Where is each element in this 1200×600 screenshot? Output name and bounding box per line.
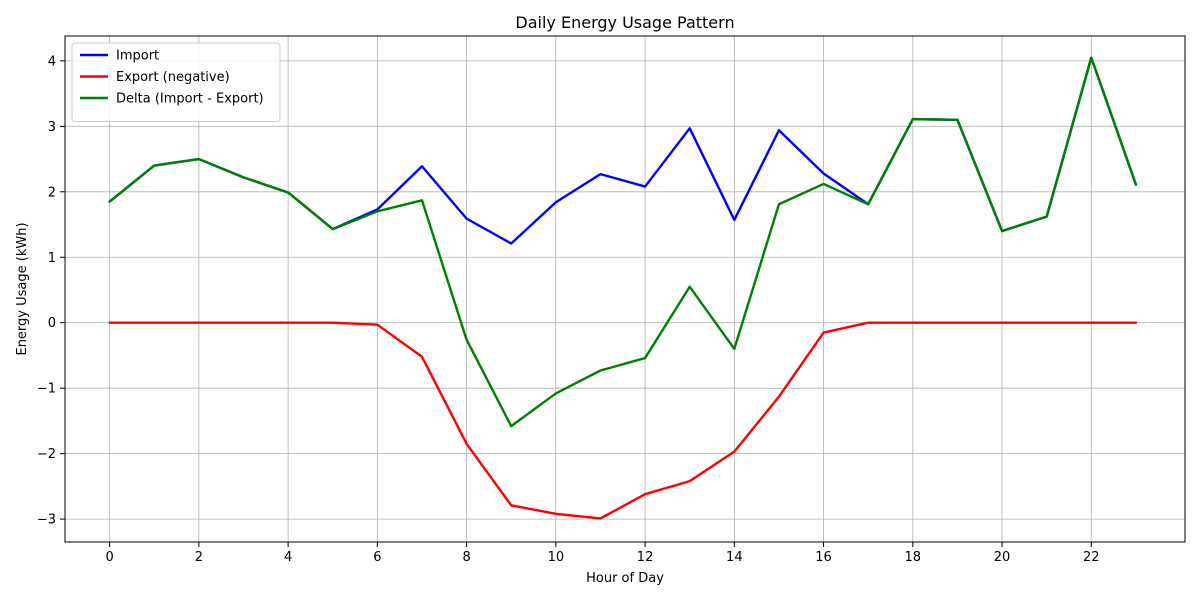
y-tick-label: 4: [48, 54, 56, 69]
y-tick-label: 0: [48, 316, 56, 331]
x-tick-label: 8: [462, 550, 470, 565]
y-tick-label: −2: [37, 447, 56, 462]
legend-label: Export (negative): [116, 70, 230, 85]
y-tick-label: −1: [37, 382, 56, 397]
x-tick-label: 18: [905, 550, 922, 565]
x-tick-label: 4: [284, 550, 292, 565]
x-tick-label: 6: [373, 550, 381, 565]
legend-box: [71, 42, 281, 122]
x-tick-label: 0: [105, 550, 113, 565]
y-tick-label: 2: [48, 185, 56, 200]
y-axis-label: Energy Usage (kWh): [15, 222, 30, 355]
legend-label: Delta (Import - Export): [116, 92, 264, 107]
chart-title: Daily Energy Usage Pattern: [515, 13, 734, 32]
series-line-2: [108, 56, 1138, 428]
legend-label: Import: [116, 49, 159, 64]
series-line-1: [108, 321, 1138, 520]
x-tick-label: 14: [726, 550, 743, 565]
x-axis-ticks: 0 2 4 6 8 10 12 14 16 18 20 22: [105, 542, 1100, 565]
grid-lines: [65, 36, 1185, 542]
legend: Import Export (negative) Delta (Import - E…: [71, 42, 281, 122]
x-tick-label: 12: [637, 550, 654, 565]
y-tick-label: 1: [48, 251, 56, 266]
x-tick-label: 22: [1083, 550, 1100, 565]
y-tick-label: 3: [48, 120, 56, 135]
y-tick-label: −3: [37, 513, 56, 528]
plot-area-frame: [64, 35, 1186, 543]
x-tick-label: 10: [548, 550, 565, 565]
series-lines: [108, 56, 1138, 520]
x-tick-label: 2: [195, 550, 203, 565]
x-axis-label: Hour of Day: [586, 571, 664, 586]
x-tick-label: 16: [815, 550, 832, 565]
x-tick-label: 20: [994, 550, 1011, 565]
y-axis-ticks: −3 −2 −1 0 1 2 3 4: [37, 54, 65, 528]
